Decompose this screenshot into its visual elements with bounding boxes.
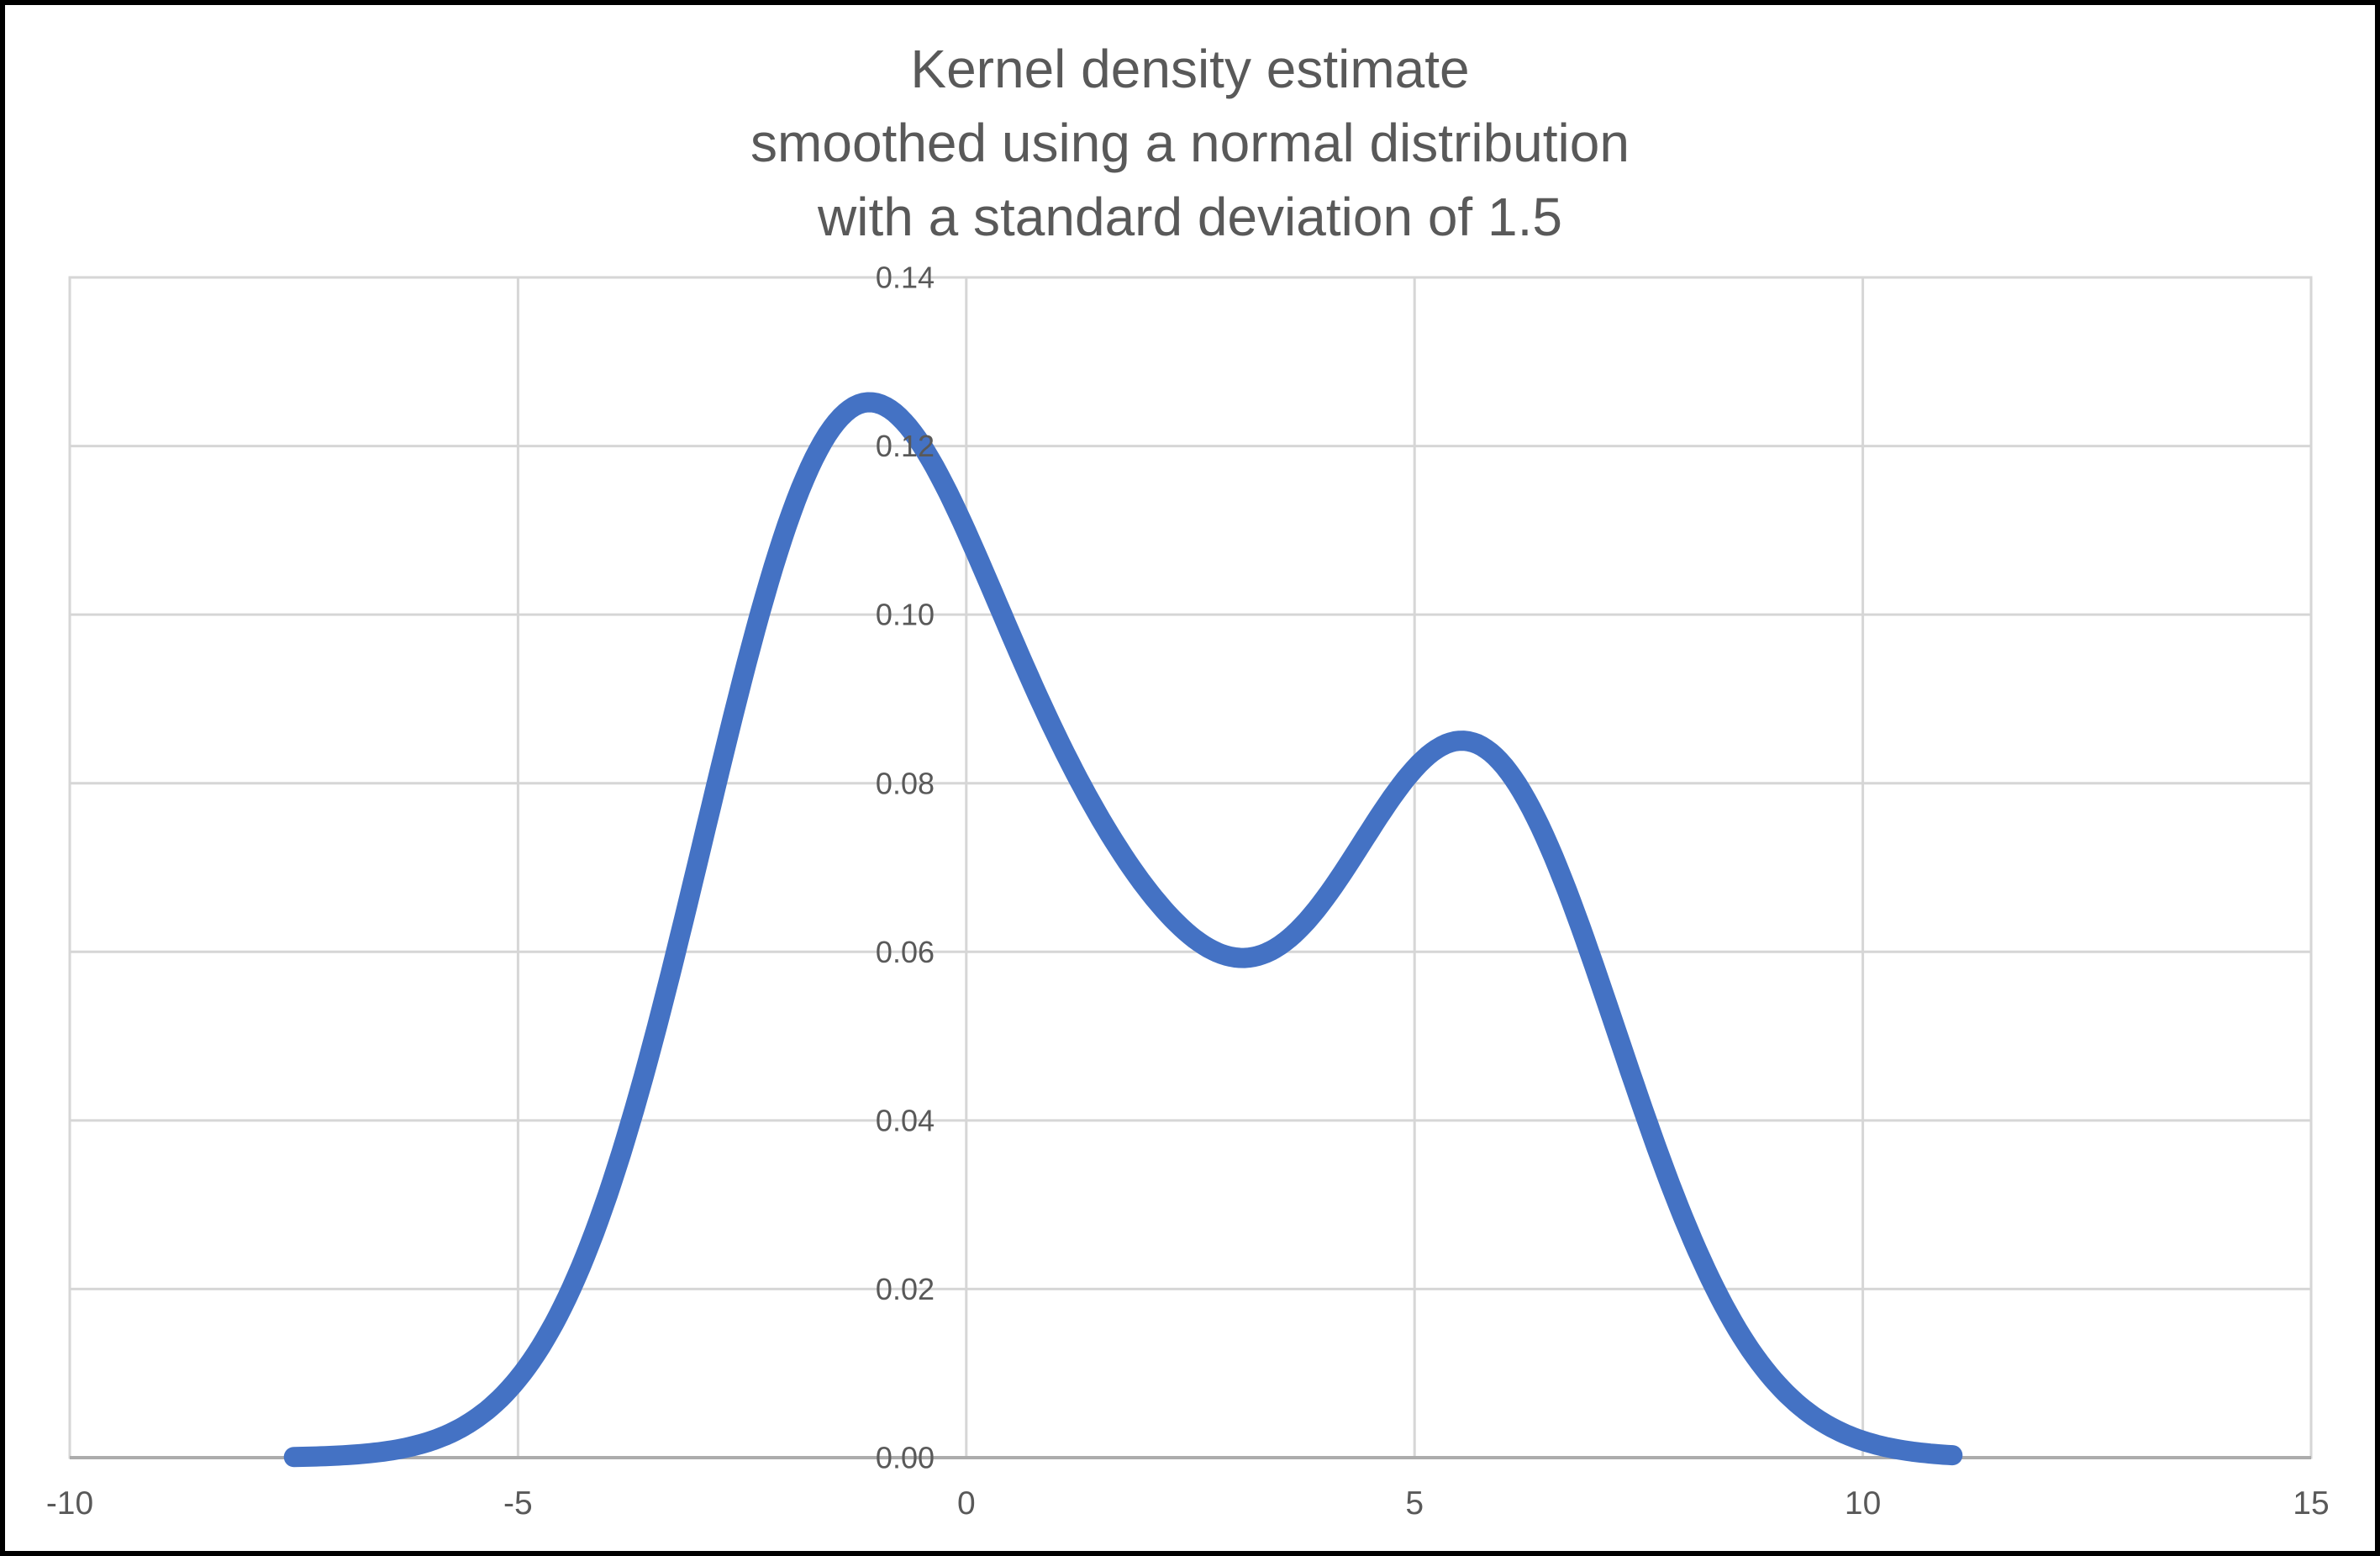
chart-title-line-1: Kernel density estimate — [910, 39, 1470, 99]
plot-border — [68, 276, 2313, 1459]
x-tick-label: -5 — [503, 1485, 533, 1522]
chart-title-line-2: smoothed using a normal distribution — [750, 113, 1630, 173]
x-tick-label: 15 — [2293, 1485, 2329, 1522]
kde-curve — [283, 392, 1963, 1468]
y-tick-label: 0.14 — [876, 261, 935, 295]
x-tick-label: 0 — [957, 1485, 976, 1522]
y-tick-label: 0.00 — [876, 1441, 935, 1475]
y-tick-label: 0.04 — [876, 1103, 935, 1137]
x-tick-label: -10 — [46, 1485, 93, 1522]
y-tick-label: 0.08 — [876, 766, 935, 800]
chart-title-line-3: with a standard deviation of 1.5 — [818, 187, 1562, 247]
x-tick-label: 5 — [1405, 1485, 1424, 1522]
y-tick-label: 0.06 — [876, 935, 935, 969]
chart-title: Kernel density estimate smoothed using a… — [0, 32, 2380, 254]
x-tick-label: 10 — [1845, 1485, 1881, 1522]
y-tick-label: 0.12 — [876, 429, 935, 463]
y-tick-label: 0.02 — [876, 1272, 935, 1306]
y-tick-label: 0.10 — [876, 598, 935, 632]
